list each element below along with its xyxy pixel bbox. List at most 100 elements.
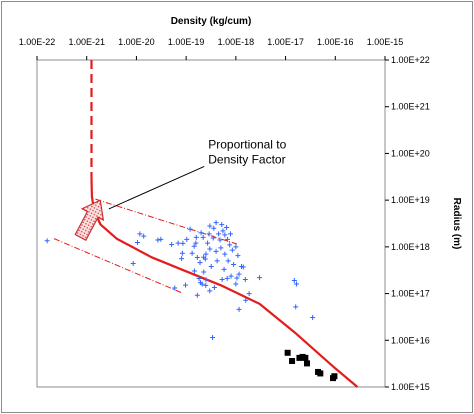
scatter-point bbox=[130, 261, 136, 267]
scatter-point bbox=[228, 273, 234, 279]
scatter-point bbox=[224, 275, 230, 281]
scatter-point bbox=[194, 292, 200, 298]
scatter-point bbox=[210, 334, 216, 340]
scatter-point bbox=[310, 314, 316, 320]
y-tick-label: 1.00E+17 bbox=[391, 289, 430, 299]
y-tick-label: 1.00E+22 bbox=[391, 55, 430, 65]
x-tick-label: 1.00E-22 bbox=[19, 37, 56, 47]
scatter-point bbox=[242, 277, 248, 283]
square-series bbox=[284, 349, 338, 382]
scatter-point bbox=[214, 258, 220, 264]
scatter-point bbox=[134, 239, 140, 245]
y-tick-label: 1.00E+20 bbox=[391, 148, 430, 158]
scatter-point bbox=[206, 231, 212, 237]
x-tick-label: 1.00E-20 bbox=[118, 37, 155, 47]
annotation-leader-line bbox=[108, 165, 205, 210]
x-axis: 1.00E-22 1.00E-21 1.00E-20 1.00E-19 1.00E-18… bbox=[19, 37, 404, 60]
scatter-point bbox=[208, 263, 214, 269]
scatter-point bbox=[225, 236, 231, 242]
x-tick-label: 1.00E-16 bbox=[317, 37, 354, 47]
y-tick-label: 1.00E+21 bbox=[391, 102, 430, 112]
scatter-point bbox=[207, 288, 213, 294]
scatter-point bbox=[180, 240, 186, 246]
square-point bbox=[289, 358, 296, 365]
x-tick-label: 1.00E-21 bbox=[68, 37, 105, 47]
scatter-point bbox=[179, 250, 185, 256]
square-point bbox=[317, 370, 324, 377]
scatter-point bbox=[158, 236, 164, 242]
scatter-point bbox=[191, 268, 197, 274]
square-point bbox=[331, 373, 338, 380]
scatter-point bbox=[201, 269, 207, 275]
scatter-point bbox=[243, 297, 249, 303]
scatter-point bbox=[197, 260, 203, 266]
scatter-point bbox=[211, 225, 217, 231]
annotation-line-2: Density Factor bbox=[208, 152, 285, 166]
x-tick-label: 1.00E-15 bbox=[367, 37, 404, 47]
scatter-point bbox=[44, 238, 50, 244]
scatter-point bbox=[257, 275, 263, 281]
scatter-point bbox=[240, 264, 246, 270]
scatter-point bbox=[234, 275, 240, 281]
scatter-point bbox=[236, 306, 242, 312]
scatter-point bbox=[200, 234, 206, 240]
scatter-point bbox=[222, 232, 228, 238]
scatter-point bbox=[236, 271, 242, 277]
scatter-point bbox=[231, 261, 237, 267]
scatter-point bbox=[217, 237, 223, 243]
scatter-point bbox=[235, 253, 241, 259]
scatter-point bbox=[222, 251, 228, 257]
scatter-point bbox=[182, 282, 188, 288]
scatter-point bbox=[246, 291, 252, 297]
scatter-point bbox=[179, 256, 185, 262]
x-axis-title: Density (kg/cum) bbox=[171, 16, 252, 27]
scatter-point bbox=[219, 277, 225, 283]
scatter-point bbox=[189, 250, 195, 256]
scatter-point bbox=[224, 224, 230, 230]
scatter-point bbox=[172, 285, 178, 291]
square-point bbox=[296, 354, 303, 361]
square-point bbox=[284, 349, 291, 356]
scatter-point bbox=[203, 282, 209, 288]
x-tick-label: 1.00E-18 bbox=[218, 37, 255, 47]
scatter-point bbox=[203, 277, 209, 283]
scatter-point bbox=[221, 266, 227, 272]
scatter-point bbox=[193, 234, 199, 240]
scatter-point bbox=[191, 243, 197, 249]
scatter-point bbox=[211, 284, 217, 290]
scatter-point bbox=[210, 235, 216, 241]
scatter-point bbox=[219, 222, 225, 228]
scatter-point bbox=[196, 276, 202, 282]
y-tick-label: 1.00E+15 bbox=[391, 382, 430, 392]
scatter-point bbox=[207, 223, 213, 229]
scatter-point bbox=[205, 240, 211, 246]
scatter-point bbox=[225, 258, 231, 264]
square-point bbox=[304, 360, 311, 367]
scatter-series bbox=[44, 220, 316, 340]
annotation-line-1: Proportional to bbox=[208, 137, 286, 151]
scatter-point bbox=[227, 242, 233, 248]
y-axis: 1.00E+22 1.00E+21 1.00E+20 1.00E+19 1.00E+18… bbox=[385, 55, 430, 392]
annotation: Proportional to Density Factor bbox=[74, 137, 287, 241]
scatter-point bbox=[294, 281, 300, 287]
square-point bbox=[302, 354, 309, 361]
scatter-point bbox=[227, 231, 233, 237]
scatter-point bbox=[203, 251, 209, 257]
scatter-point bbox=[141, 233, 147, 239]
scatter-point bbox=[187, 226, 193, 232]
y-tick-label: 1.00E+19 bbox=[391, 195, 430, 205]
scatter-point bbox=[220, 228, 226, 234]
y-tick-label: 1.00E+18 bbox=[391, 242, 430, 252]
scatter-point bbox=[233, 244, 239, 250]
scatter-point bbox=[198, 230, 204, 236]
scatter-point bbox=[175, 240, 181, 246]
x-tick-label: 1.00E-17 bbox=[267, 37, 304, 47]
scatter-point bbox=[202, 256, 208, 262]
scatter-point bbox=[218, 245, 224, 251]
scatter-point bbox=[184, 236, 190, 242]
scatter-point bbox=[169, 242, 175, 248]
scatter-point bbox=[233, 281, 239, 287]
scatter-point bbox=[199, 281, 205, 287]
